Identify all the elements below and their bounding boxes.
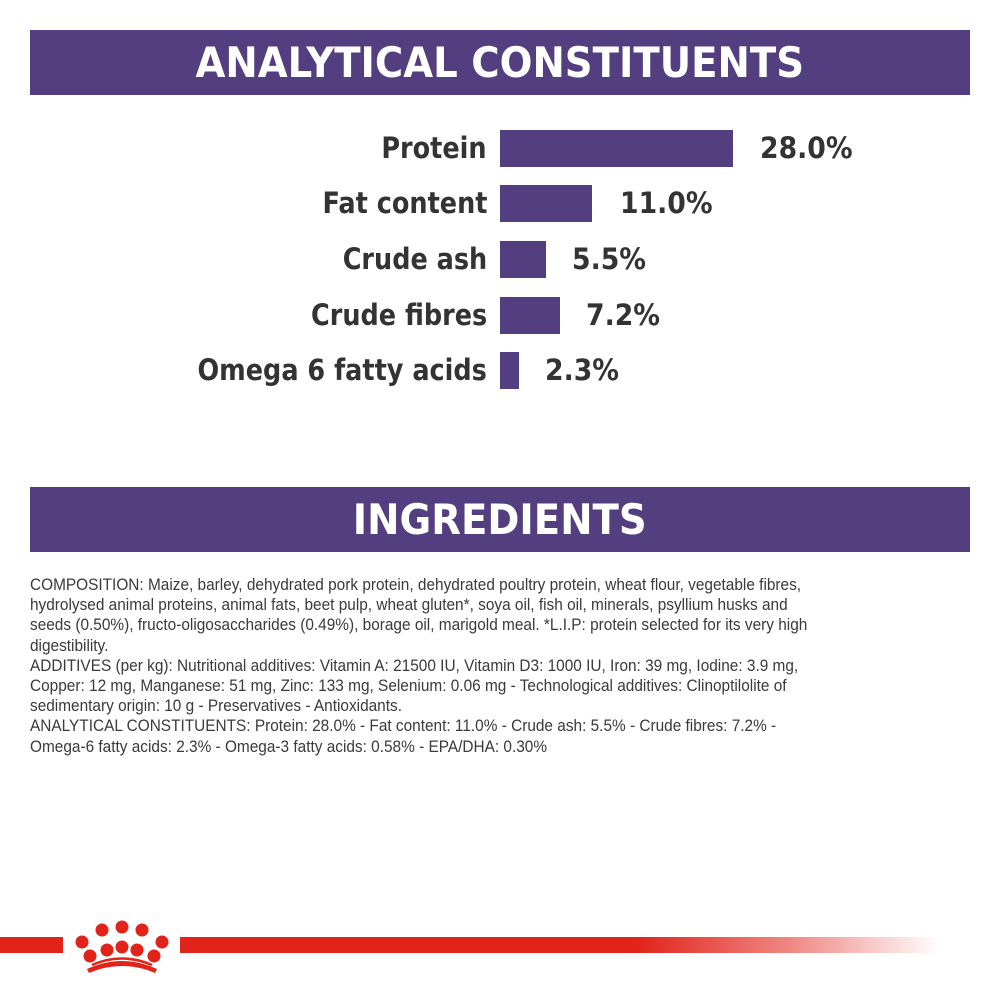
chart-row-omega-6: Omega 6 fatty acids 2.3% xyxy=(0,352,1000,389)
bar-label: Omega 6 fatty acids xyxy=(197,353,487,387)
bar-value: 7.2% xyxy=(586,298,661,332)
bar-label: Protein xyxy=(381,131,487,165)
chart-row-crude-ash: Crude ash 5.5% xyxy=(0,241,1000,278)
red-stripe-left xyxy=(0,937,63,953)
chart-row-fat-content: Fat content 11.0% xyxy=(0,185,1000,222)
brand-footer xyxy=(0,900,1000,980)
ingredients-title: INGREDIENTS xyxy=(353,495,647,544)
bar-value: 28.0% xyxy=(760,131,853,165)
bar xyxy=(500,352,519,389)
chart-row-protein: Protein 28.0% xyxy=(0,130,1000,167)
constituents-bar-chart: Protein 28.0% Fat content 11.0% Crude as… xyxy=(0,0,1000,420)
ingredients-text: COMPOSITION: Maize, barley, dehydrated p… xyxy=(30,575,980,757)
bar-label: Crude fibres xyxy=(310,298,487,332)
analytical-constituents-title: ANALYTICAL CONSTITUENTS xyxy=(195,38,805,87)
ingredients-line: Copper: 12 mg, Manganese: 51 mg, Zinc: 1… xyxy=(30,676,787,696)
bar-label: Fat content xyxy=(322,186,487,220)
ingredients-line: Omega-6 fatty acids: 2.3% - Omega-3 fatt… xyxy=(30,736,548,756)
bar xyxy=(500,297,560,334)
ingredients-line: COMPOSITION: Maize, barley, dehydrated p… xyxy=(30,575,802,594)
bar-label: Crude ash xyxy=(342,242,487,276)
royal-canin-crown-icon xyxy=(75,920,169,973)
ingredients-line: sedimentary origin: 10 g - Preservatives… xyxy=(30,696,402,716)
bar-value: 5.5% xyxy=(572,242,647,276)
ingredients-line: seeds (0.50%), fructo-oligosaccharides (… xyxy=(30,615,808,635)
ingredients-line: hydrolysed animal proteins, animal fats,… xyxy=(30,595,788,615)
red-stripe-right xyxy=(180,937,940,953)
bar-value: 2.3% xyxy=(545,353,620,387)
bar xyxy=(500,241,546,278)
bar xyxy=(500,130,733,167)
ingredients-banner: INGREDIENTS xyxy=(30,487,970,552)
bar-value: 11.0% xyxy=(620,186,713,220)
ingredients-line: ANALYTICAL CONSTITUENTS: Protein: 28.0% … xyxy=(30,716,777,736)
analytical-constituents-banner: ANALYTICAL CONSTITUENTS xyxy=(30,30,970,95)
bar xyxy=(500,185,592,222)
ingredients-line: ADDITIVES (per kg): Nutritional additive… xyxy=(30,655,799,675)
chart-row-crude-fibres: Crude fibres 7.2% xyxy=(0,297,1000,334)
ingredients-line: digestibility. xyxy=(30,635,109,655)
